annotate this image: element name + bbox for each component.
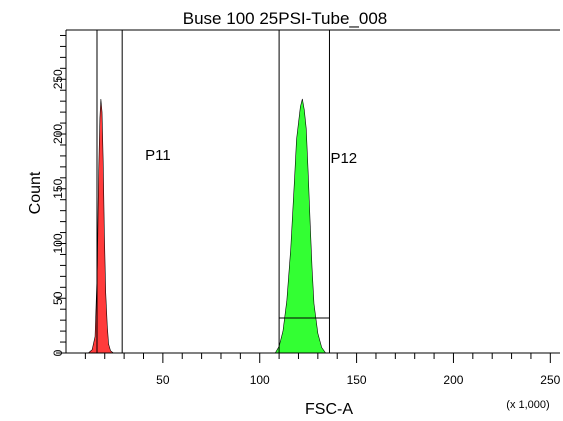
x-tick-label-100: 100	[250, 373, 270, 387]
x-tick-label-200: 200	[443, 373, 463, 387]
y-axis-label: Count	[27, 171, 44, 214]
histogram-series-2	[274, 98, 327, 354]
series-layer	[87, 98, 327, 354]
chart-title: Buse 100 25PSI-Tube_008	[183, 9, 387, 28]
x-tick-label-50: 50	[156, 373, 170, 387]
x-axis-unit-label: (x 1,000)	[506, 399, 549, 411]
x-tick-label-250: 250	[540, 373, 560, 387]
y-tick-label-50: 50	[51, 291, 65, 305]
histogram-series-1	[87, 98, 115, 354]
gate-label-p12: P12	[330, 150, 357, 167]
x-tick-label-150: 150	[347, 373, 367, 387]
y-tick-label-150: 150	[51, 178, 65, 198]
gate-layer: P11 P12	[96, 30, 357, 354]
x-axis-label: FSC-A	[305, 401, 353, 418]
y-tick-label-100: 100	[51, 233, 65, 253]
y-tick-label-200: 200	[51, 124, 65, 144]
y-tick-label-0: 0	[51, 349, 65, 356]
gate-label-p11: P11	[145, 147, 171, 164]
y-tick-label-250: 250	[51, 69, 65, 89]
axis-layer: 50 100 150 200 250 0 50 100 150 200 250	[51, 29, 561, 387]
